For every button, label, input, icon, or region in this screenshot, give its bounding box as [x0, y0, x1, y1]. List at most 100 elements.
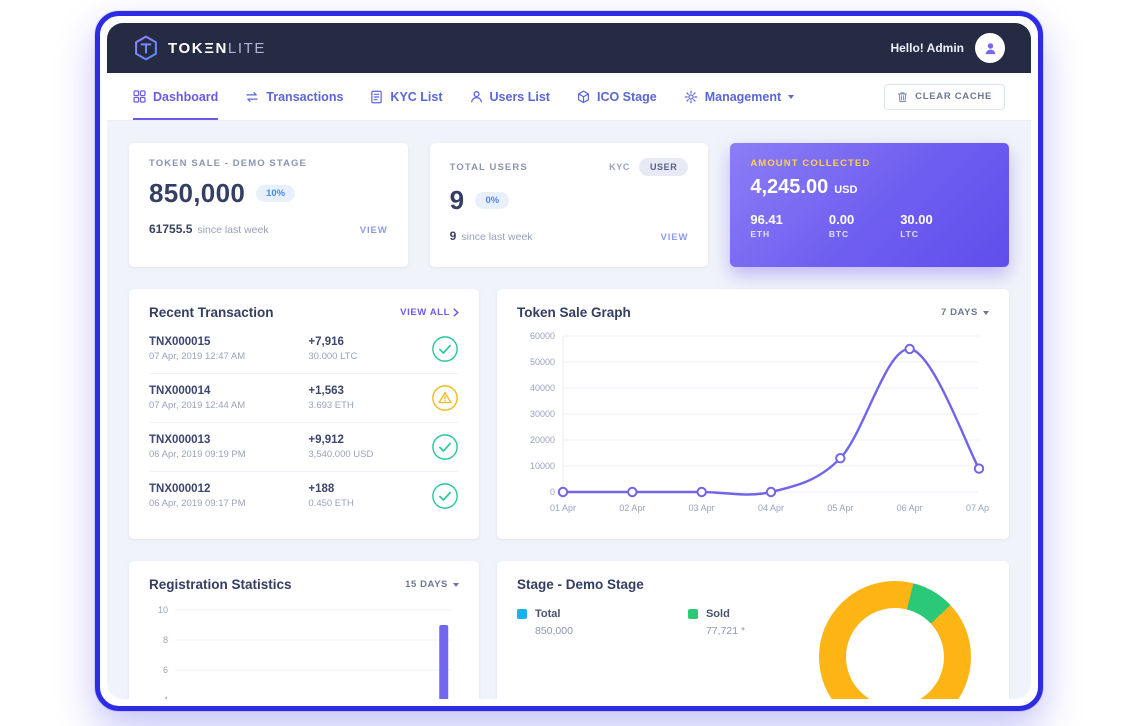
- transaction-row: TNX000015 07 Apr, 2019 12:47 AM +7,916 30.…: [149, 325, 459, 374]
- chevron-down-icon: [983, 310, 989, 315]
- greeting-text: Hello! Admin: [890, 41, 964, 55]
- main-nav: Dashboard Transactions KYC List: [107, 73, 1031, 121]
- period-dropdown-15days[interactable]: 15 DAYS: [405, 579, 459, 590]
- svg-text:01 Apr: 01 Apr: [550, 503, 576, 513]
- amount-collected-title: AMOUNT COLLECTED: [750, 158, 871, 169]
- amount-collected-value: 4,245.00: [750, 176, 829, 198]
- nav-item-users-list[interactable]: Users List: [470, 73, 550, 120]
- svg-text:04 Apr: 04 Apr: [758, 503, 784, 513]
- sold-swatch: [687, 609, 698, 619]
- svg-text:06 Apr: 06 Apr: [897, 503, 923, 513]
- legend-sold: Sold 77,721 *: [687, 608, 745, 637]
- chevron-right-icon: [453, 308, 459, 317]
- transaction-status-icon: [431, 384, 459, 412]
- legend-total: Total 850,000: [517, 608, 573, 637]
- stage-title: Stage - Demo Stage: [517, 577, 644, 592]
- user-avatar[interactable]: [975, 33, 1005, 63]
- nav-label: KYC List: [390, 89, 443, 104]
- total-users-delta: 9 since last week: [449, 229, 533, 243]
- token-sale-graph-title: Token Sale Graph: [517, 305, 631, 320]
- total-users-value: 9: [449, 185, 465, 215]
- kyc-list-icon: [371, 90, 383, 103]
- dashboard-grid-icon: [133, 90, 146, 103]
- svg-text:10: 10: [158, 605, 168, 615]
- transactions-icon: [246, 91, 258, 102]
- svg-text:07 Apr: 07 Apr: [966, 503, 989, 513]
- amount-btc: 0.00 BTC: [828, 212, 855, 239]
- nav-item-dashboard[interactable]: Dashboard: [133, 73, 219, 120]
- chevron-down-icon: [788, 94, 795, 99]
- ico-stage-icon: [577, 90, 589, 103]
- nav-label: Management: [704, 89, 782, 104]
- total-users-view-link[interactable]: VIEW: [660, 232, 689, 243]
- svg-text:8: 8: [163, 635, 168, 645]
- svg-text:10000: 10000: [530, 461, 555, 471]
- period-dropdown-7days[interactable]: 7 DAYS: [941, 307, 989, 318]
- nav-label: Users List: [489, 89, 550, 104]
- svg-text:20000: 20000: [530, 435, 555, 445]
- svg-text:30000: 30000: [530, 409, 555, 419]
- dashboard-content: TOKEN SALE - DEMO STAGE 850,000 10% 6175…: [107, 121, 1031, 699]
- transaction-status-icon: [431, 482, 459, 510]
- transaction-list: TNX000015 07 Apr, 2019 12:47 AM +7,916 30.…: [149, 325, 459, 520]
- toggle-user[interactable]: USER: [638, 158, 689, 176]
- bottom-row: Registration Statistics 15 DAYS 1086420 …: [129, 561, 1009, 699]
- topbar: TOKΞNLITE Hello! Admin: [107, 23, 1031, 73]
- middle-row: Recent Transaction VIEW ALL TNX000015 07 …: [129, 289, 1009, 539]
- transaction-row: TNX000013 06 Apr, 2019 09:19 PM +9,912 3,5…: [149, 423, 459, 472]
- total-swatch: [517, 609, 527, 619]
- svg-text:03 Apr: 03 Apr: [689, 503, 715, 513]
- amount-breakdown: 96.41 ETH 0.00 BTC 30.00 LTC: [750, 212, 989, 239]
- trash-icon: [898, 91, 908, 102]
- token-sale-value: 850,000: [149, 178, 246, 208]
- token-sale-view-link[interactable]: VIEW: [359, 225, 388, 236]
- user-icon: [985, 42, 995, 54]
- nav-item-transactions[interactable]: Transactions: [245, 73, 343, 120]
- svg-text:60000: 60000: [530, 331, 555, 341]
- recent-transactions-title: Recent Transaction: [149, 305, 274, 320]
- warning-triangle-icon: [432, 385, 458, 411]
- token-sale-line-chart: 0 10000 20000 30000 40000 50000 60000 01 Apr 02 …: [530, 331, 992, 513]
- amount-ltc: 30.00 LTC: [900, 212, 933, 239]
- nav-item-management[interactable]: Management: [684, 73, 795, 120]
- clear-cache-button[interactable]: CLEAR CACHE: [884, 83, 1005, 110]
- token-sale-graph-card: Token Sale Graph 7 DAYS 0 10000 20000 30000…: [497, 289, 1009, 539]
- token-sale-card: TOKEN SALE - DEMO STAGE 850,000 10% 6175…: [129, 143, 408, 267]
- amount-eth: 96.41 ETH: [750, 212, 783, 239]
- clear-cache-label: CLEAR CACHE: [915, 91, 992, 102]
- recent-transactions-card: Recent Transaction VIEW ALL TNX000015 07 …: [129, 289, 479, 539]
- stage-demo-card: Stage - Demo Stage Total 850,000: [497, 561, 1009, 699]
- amount-collected-card: AMOUNT COLLECTED 4,245.00 USD 96.41 ETH …: [730, 143, 1010, 267]
- stage-donut-chart: [819, 581, 971, 699]
- logo-text: TOKΞNLITE: [168, 39, 266, 57]
- svg-text:02 Apr: 02 Apr: [619, 503, 645, 513]
- transaction-status-icon: [431, 433, 459, 461]
- nav-label: ICO Stage: [596, 89, 657, 104]
- svg-text:40000: 40000: [530, 383, 555, 393]
- token-sale-title: TOKEN SALE - DEMO STAGE: [149, 158, 307, 169]
- logo[interactable]: TOKΞNLITE: [133, 35, 266, 61]
- toggle-kyc[interactable]: KYC: [609, 162, 630, 172]
- svg-text:4: 4: [163, 695, 168, 699]
- token-sale-percent-badge: 10%: [256, 185, 296, 202]
- svg-text:50000: 50000: [530, 357, 555, 367]
- registration-bar-chart: 1086420: [158, 605, 453, 699]
- amount-collected-currency: USD: [834, 184, 858, 196]
- app-window: TOKΞNLITE Hello! Admin Dashb: [107, 23, 1031, 699]
- total-users-title: TOTAL USERS: [449, 161, 528, 173]
- stage-legend: Total 850,000 Sold 77,721 *: [517, 608, 989, 637]
- kyc-user-toggle: KYC USER: [609, 158, 689, 176]
- success-check-icon: [432, 483, 458, 509]
- total-users-percent-badge: 0%: [475, 192, 510, 209]
- nav-item-kyc-list[interactable]: KYC List: [370, 73, 443, 120]
- stats-row: TOKEN SALE - DEMO STAGE 850,000 10% 6175…: [129, 143, 1010, 267]
- transaction-status-icon: [431, 335, 459, 363]
- view-all-link[interactable]: VIEW ALL: [400, 307, 459, 318]
- management-gear-icon: [684, 90, 698, 103]
- token-sale-delta: 61755.5 since last week: [149, 222, 269, 236]
- nav-label: Transactions: [266, 89, 344, 104]
- registration-statistics-title: Registration Statistics: [149, 577, 292, 592]
- transaction-row: TNX000014 07 Apr, 2019 12:44 AM +1,563 3.6…: [149, 374, 459, 423]
- nav-item-ico-stage[interactable]: ICO Stage: [577, 73, 657, 120]
- svg-text:6: 6: [163, 665, 168, 675]
